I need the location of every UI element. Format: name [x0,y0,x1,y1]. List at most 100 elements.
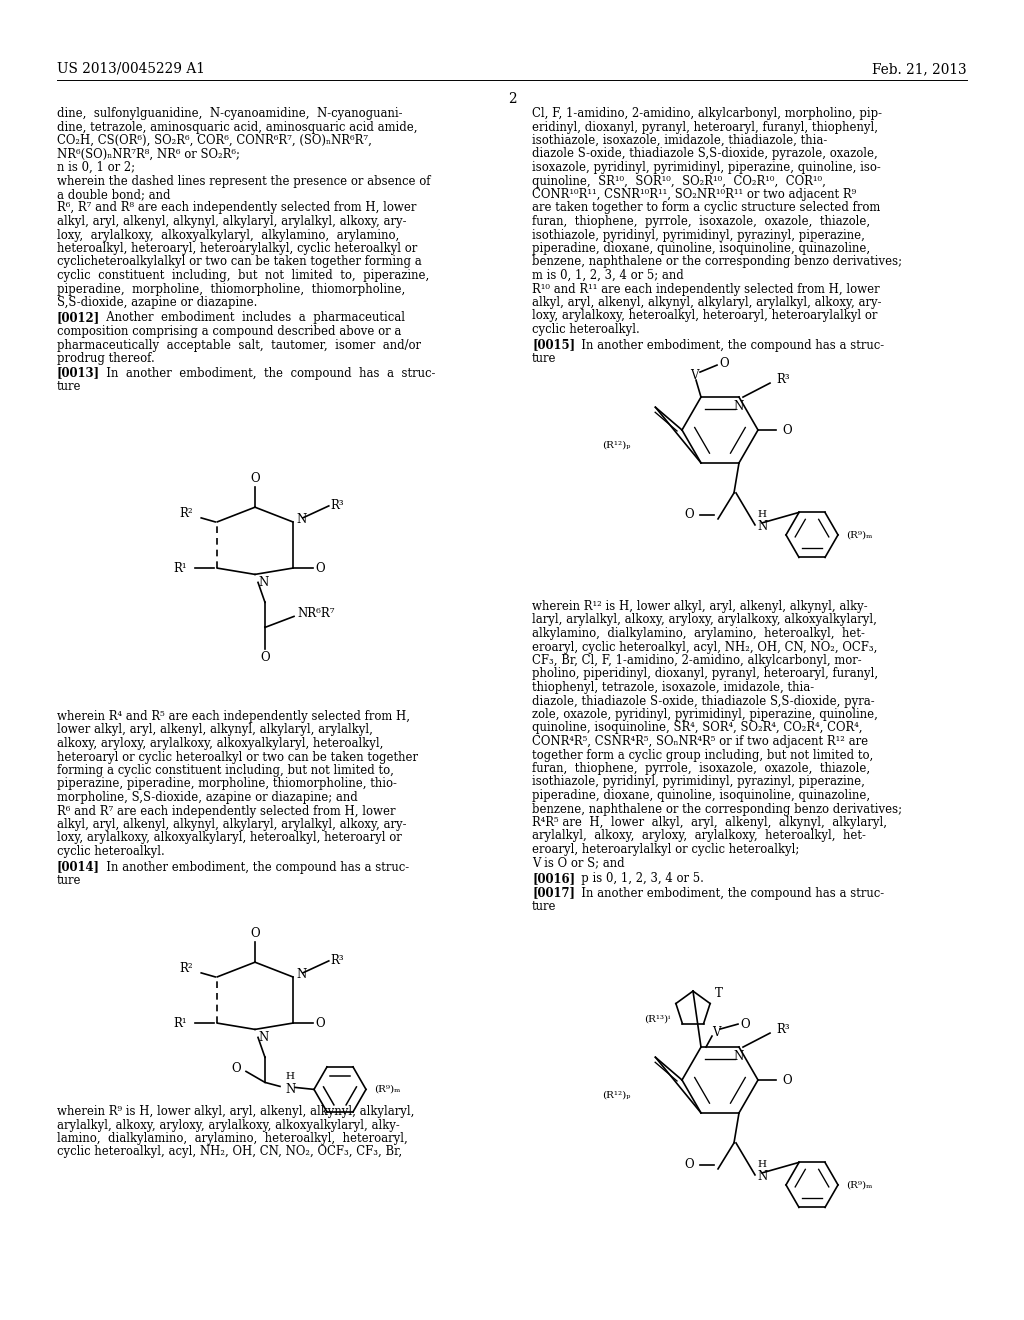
Text: cyclic heteroalkyl, acyl, NH₂, OH, CN, NO₂, OCF₃, CF₃, Br,: cyclic heteroalkyl, acyl, NH₂, OH, CN, N… [57,1146,402,1159]
Text: cyclic heteroalkyl.: cyclic heteroalkyl. [57,845,165,858]
Text: O: O [250,473,260,486]
Text: wherein the dashed lines represent the presence or absence of: wherein the dashed lines represent the p… [57,174,430,187]
Text: eridinyl, dioxanyl, pyranyl, heteroaryl, furanyl, thiophenyl,: eridinyl, dioxanyl, pyranyl, heteroaryl,… [532,120,878,133]
Text: loxy, arylalkoxy, heteroalkyl, heteroaryl, heteroarylalkyl or: loxy, arylalkoxy, heteroalkyl, heteroary… [532,309,878,322]
Text: In  another  embodiment,  the  compound  has  a  struc-: In another embodiment, the compound has … [95,367,435,380]
Text: R³: R³ [331,954,344,968]
Text: N: N [258,577,268,590]
Text: alkoxy, aryloxy, arylalkoxy, alkoxyalkylaryl, heteroalkyl,: alkoxy, aryloxy, arylalkoxy, alkoxyalkyl… [57,737,383,750]
Text: cyclic heteroalkyl.: cyclic heteroalkyl. [532,323,640,337]
Text: T: T [715,986,723,999]
Text: R¹⁰ and R¹¹ are each independently selected from H, lower: R¹⁰ and R¹¹ are each independently selec… [532,282,880,296]
Text: eroaryl, cyclic heteroalkyl, acyl, NH₂, OH, CN, NO₂, OCF₃,: eroaryl, cyclic heteroalkyl, acyl, NH₂, … [532,640,878,653]
Text: CO₂H, CS(OR⁶), SO₂R⁶, COR⁶, CONR⁶R⁷, (SO)ₙNR⁶R⁷,: CO₂H, CS(OR⁶), SO₂R⁶, COR⁶, CONR⁶R⁷, (SO… [57,135,372,147]
Text: heteroaryl or cyclic heteroalkyl or two can be taken together: heteroaryl or cyclic heteroalkyl or two … [57,751,418,763]
Text: wherein R⁴ and R⁵ are each independently selected from H,: wherein R⁴ and R⁵ are each independently… [57,710,410,723]
Text: arylalkyl,  alkoxy,  aryloxy,  arylalkoxy,  heteroalkyl,  het-: arylalkyl, alkoxy, aryloxy, arylalkoxy, … [532,829,866,842]
Text: Cl, F, 1-amidino, 2-amidino, alkylcarbonyl, morpholino, pip-: Cl, F, 1-amidino, 2-amidino, alkylcarbon… [532,107,882,120]
Text: [0013]: [0013] [57,367,100,380]
Text: benzene, naphthalene or the corresponding benzo derivatives;: benzene, naphthalene or the correspondin… [532,256,902,268]
Text: loxy, arylalkoxy, alkoxyalkylaryl, heteroalkyl, heteroaryl or: loxy, arylalkoxy, alkoxyalkylaryl, heter… [57,832,401,845]
Text: a double bond; and: a double bond; and [57,187,171,201]
Text: heteroalkyl, heteroaryl, heteroarylalkyl, cyclic heteroalkyl or: heteroalkyl, heteroaryl, heteroarylalkyl… [57,242,417,255]
Text: O: O [719,356,729,370]
Text: quinoline,  SR¹⁰,  SOR¹⁰,  SO₂R¹⁰,  CO₂R¹⁰,  COR¹⁰,: quinoline, SR¹⁰, SOR¹⁰, SO₂R¹⁰, CO₂R¹⁰, … [532,174,826,187]
Text: cyclicheteroalkylalkyl or two can be taken together forming a: cyclicheteroalkylalkyl or two can be tak… [57,256,422,268]
Text: pholino, piperidinyl, dioxanyl, pyranyl, heteroaryl, furanyl,: pholino, piperidinyl, dioxanyl, pyranyl,… [532,668,879,681]
Text: Another  embodiment  includes  a  pharmaceutical: Another embodiment includes a pharmaceut… [95,312,406,325]
Text: R¹: R¹ [174,561,187,574]
Text: R¹: R¹ [174,1016,187,1030]
Text: [0015]: [0015] [532,338,575,351]
Text: dine,  sulfonylguanidine,  N-cyanoamidine,  N-cyanoguani-: dine, sulfonylguanidine, N-cyanoamidine,… [57,107,402,120]
Text: thiophenyl, tetrazole, isoxazole, imidazole, thia-: thiophenyl, tetrazole, isoxazole, imidaz… [532,681,814,694]
Text: O: O [250,927,260,940]
Text: ture: ture [57,380,82,393]
Text: [0016]: [0016] [532,873,575,884]
Text: loxy,  arylalkoxy,  alkoxyalkylaryl,  alkylamino,  arylamino,: loxy, arylalkoxy, alkoxyalkylaryl, alkyl… [57,228,399,242]
Text: N: N [757,1171,767,1184]
Text: CF₃, Br, Cl, F, 1-amidino, 2-amidino, alkylcarbonyl, mor-: CF₃, Br, Cl, F, 1-amidino, 2-amidino, al… [532,653,861,667]
Text: US 2013/0045229 A1: US 2013/0045229 A1 [57,62,205,77]
Text: benzene, naphthalene or the corresponding benzo derivatives;: benzene, naphthalene or the correspondin… [532,803,902,816]
Text: R³: R³ [776,372,790,385]
Text: (R⁹)ₘ: (R⁹)ₘ [846,531,872,540]
Text: O: O [684,508,694,521]
Text: p is 0, 1, 2, 3, 4 or 5.: p is 0, 1, 2, 3, 4 or 5. [570,873,703,884]
Text: (R⁹)ₘ: (R⁹)ₘ [846,1180,872,1189]
Text: N: N [297,513,307,527]
Text: NR⁶(SO)ₙNR⁷R⁸, NR⁶ or SO₂R⁶;: NR⁶(SO)ₙNR⁷R⁸, NR⁶ or SO₂R⁶; [57,148,240,161]
Text: N: N [757,520,767,533]
Text: O: O [740,1018,750,1031]
Text: V: V [712,1026,720,1039]
Text: R⁶, R⁷ and R⁸ are each independently selected from H, lower: R⁶, R⁷ and R⁸ are each independently sel… [57,202,417,214]
Text: m is 0, 1, 2, 3, 4 or 5; and: m is 0, 1, 2, 3, 4 or 5; and [532,269,684,282]
Text: ture: ture [57,874,82,887]
Text: isoxazole, pyridinyl, pyrimidinyl, piperazine, quinoline, iso-: isoxazole, pyridinyl, pyrimidinyl, piper… [532,161,881,174]
Text: NR⁶R⁷: NR⁶R⁷ [297,607,335,620]
Text: [0012]: [0012] [57,312,100,325]
Text: diazole S-oxide, thiadiazole S,S-dioxide, pyrazole, oxazole,: diazole S-oxide, thiadiazole S,S-dioxide… [532,148,878,161]
Text: morpholine, S,S-dioxide, azapine or diazapine; and: morpholine, S,S-dioxide, azapine or diaz… [57,791,357,804]
Text: [0017]: [0017] [532,887,575,899]
Text: laryl, arylalkyl, alkoxy, aryloxy, arylalkoxy, alkoxyalkylaryl,: laryl, arylalkyl, alkoxy, aryloxy, aryla… [532,614,877,627]
Text: O: O [684,1159,694,1171]
Text: V is O or S; and: V is O or S; and [532,857,625,870]
Text: wherein R⁹ is H, lower alkyl, aryl, alkenyl, alkynyl, alkylaryl,: wherein R⁹ is H, lower alkyl, aryl, alke… [57,1105,415,1118]
Text: R²: R² [179,962,194,975]
Text: zole, oxazole, pyridinyl, pyrimidinyl, piperazine, quinoline,: zole, oxazole, pyridinyl, pyrimidinyl, p… [532,708,878,721]
Text: R²: R² [179,507,194,520]
Text: N: N [297,969,307,981]
Text: O: O [315,561,326,574]
Text: alkyl, aryl, alkenyl, alkynyl, alkylaryl, arylalkyl, alkoxy, ary-: alkyl, aryl, alkenyl, alkynyl, alkylaryl… [532,296,882,309]
Text: are taken together to form a cyclic structure selected from: are taken together to form a cyclic stru… [532,202,881,214]
Text: lower alkyl, aryl, alkenyl, alkynyl, alkylaryl, arylalkyl,: lower alkyl, aryl, alkenyl, alkynyl, alk… [57,723,373,737]
Text: O: O [315,1016,326,1030]
Text: piperadine, dioxane, quinoline, isoquinoline, quinazoline,: piperadine, dioxane, quinoline, isoquino… [532,242,870,255]
Text: cyclic  constituent  including,  but  not  limited  to,  piperazine,: cyclic constituent including, but not li… [57,269,429,282]
Text: piperadine,  morpholine,  thiomorpholine,  thiomorpholine,: piperadine, morpholine, thiomorpholine, … [57,282,406,296]
Text: isothiazole, pyridinyl, pyrimidinyl, pyrazinyl, piperazine,: isothiazole, pyridinyl, pyrimidinyl, pyr… [532,776,865,788]
Text: CONR⁴R⁵, CSNR⁴R⁵, SOₙNR⁴R⁵ or if two adjacent R¹² are: CONR⁴R⁵, CSNR⁴R⁵, SOₙNR⁴R⁵ or if two adj… [532,735,868,748]
Text: eroaryl, heteroarylalkyl or cyclic heteroalkyl;: eroaryl, heteroarylalkyl or cyclic heter… [532,843,800,855]
Text: dine, tetrazole, aminosquaric acid, aminosquaric acid amide,: dine, tetrazole, aminosquaric acid, amin… [57,120,418,133]
Text: n is 0, 1 or 2;: n is 0, 1 or 2; [57,161,135,174]
Text: In another embodiment, the compound has a struc-: In another embodiment, the compound has … [570,338,884,351]
Text: 2: 2 [508,92,516,106]
Text: furan,  thiophene,  pyrrole,  isoxazole,  oxazole,  thiazole,: furan, thiophene, pyrrole, isoxazole, ox… [532,762,870,775]
Text: wherein R¹² is H, lower alkyl, aryl, alkenyl, alkynyl, alky-: wherein R¹² is H, lower alkyl, aryl, alk… [532,601,867,612]
Text: N: N [734,1051,744,1063]
Text: O: O [782,424,792,437]
Text: ture: ture [532,352,556,366]
Text: piperadine, dioxane, quinoline, isoquinoline, quinazoline,: piperadine, dioxane, quinoline, isoquino… [532,789,870,803]
Text: (R⁹)ₘ: (R⁹)ₘ [374,1085,400,1094]
Text: In another embodiment, the compound has a struc-: In another embodiment, the compound has … [95,861,410,874]
Text: ture: ture [532,900,556,913]
Text: N: N [258,1031,268,1044]
Text: alkyl, aryl, alkenyl, alkynyl, alkylaryl, arylalkyl, alkoxy, ary-: alkyl, aryl, alkenyl, alkynyl, alkylaryl… [57,215,407,228]
Text: H: H [757,511,766,519]
Text: H: H [757,1160,766,1170]
Text: (R¹³)ⁱ: (R¹³)ⁱ [644,1015,670,1023]
Text: prodrug thereof.: prodrug thereof. [57,352,155,366]
Text: arylalkyl, alkoxy, aryloxy, arylalkoxy, alkoxyalkylaryl, alky-: arylalkyl, alkoxy, aryloxy, arylalkoxy, … [57,1118,399,1131]
